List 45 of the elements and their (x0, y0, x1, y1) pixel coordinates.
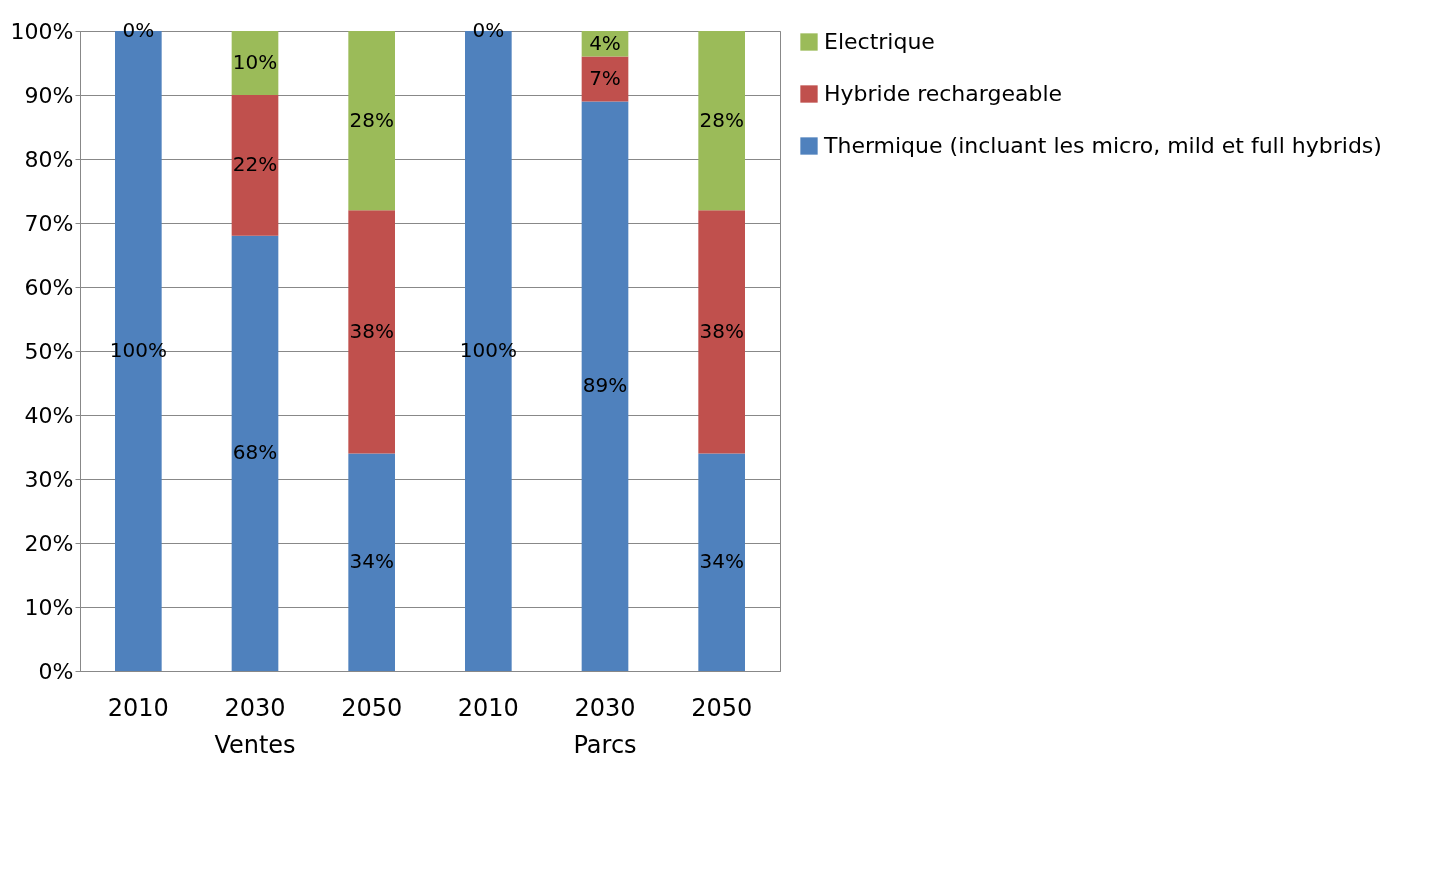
data-label: 89% (582, 373, 628, 398)
legend-label: Thermique (incluant les micro, mild et full hybrids) (823, 133, 1382, 158)
bar (698, 453, 745, 671)
text: Ventes (214, 731, 296, 759)
data-label: 28% (349, 107, 394, 132)
x-tick-label: 2010 (457, 693, 519, 722)
data-label: 22% (232, 152, 278, 177)
x-tick-label: 2050 (691, 693, 753, 722)
y-tick-label: 40% (24, 402, 74, 428)
data-label: 7% (589, 66, 621, 90)
bar (348, 210, 395, 454)
y-tick-label: 10% (24, 594, 74, 620)
bar (698, 31, 745, 211)
bar (231, 235, 279, 671)
y-tick-label: 100% (10, 18, 74, 44)
data-label: 28% (699, 107, 744, 132)
text: Parcs (573, 731, 637, 759)
data-label: 10% (232, 50, 278, 74)
bar (348, 453, 395, 671)
x-tick-label: 2010 (107, 693, 169, 722)
data-label: 68% (232, 440, 278, 465)
x-tick-label: 2050 (341, 693, 403, 722)
data-label: 34% (699, 549, 744, 574)
x-tick-label: 2030 (574, 693, 636, 722)
y-tick-label: 20% (24, 530, 74, 556)
y-tick-label: 80% (24, 146, 74, 172)
y-tick-label: 30% (24, 466, 74, 492)
bar (348, 31, 395, 211)
data-label: 34% (349, 549, 394, 574)
data-label: 38% (699, 318, 744, 343)
legend-label: Hybride rechargeable (824, 81, 1063, 106)
y-tick-label: 70% (24, 210, 74, 236)
bar (698, 210, 745, 454)
y-tick-label: 60% (24, 274, 74, 300)
data-label: 0% (472, 18, 505, 42)
legend-label: Electrique (824, 29, 935, 54)
data-label: 0% (122, 18, 155, 42)
data-label: 4% (589, 30, 621, 55)
bar (581, 101, 629, 671)
y-tick-label: 50% (24, 338, 74, 364)
y-tick-label: 90% (24, 82, 74, 108)
data-label: 38% (349, 318, 394, 343)
y-tick-label: 0% (38, 658, 74, 684)
bar (231, 95, 279, 236)
x-tick-label: 2030 (224, 693, 286, 722)
